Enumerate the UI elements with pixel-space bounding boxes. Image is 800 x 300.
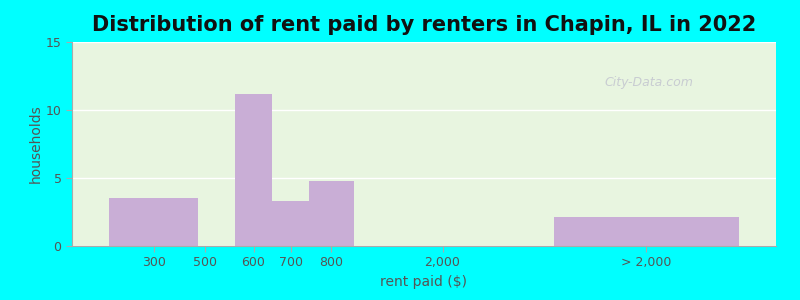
X-axis label: rent paid ($): rent paid ($) bbox=[381, 275, 467, 289]
Bar bbox=[272, 201, 309, 246]
Y-axis label: households: households bbox=[29, 105, 43, 183]
Title: Distribution of rent paid by renters in Chapin, IL in 2022: Distribution of rent paid by renters in … bbox=[92, 15, 756, 35]
Bar bbox=[309, 181, 354, 246]
Bar bbox=[109, 198, 198, 246]
Bar bbox=[554, 218, 739, 246]
Text: City-Data.com: City-Data.com bbox=[605, 76, 694, 89]
Bar bbox=[235, 94, 272, 246]
